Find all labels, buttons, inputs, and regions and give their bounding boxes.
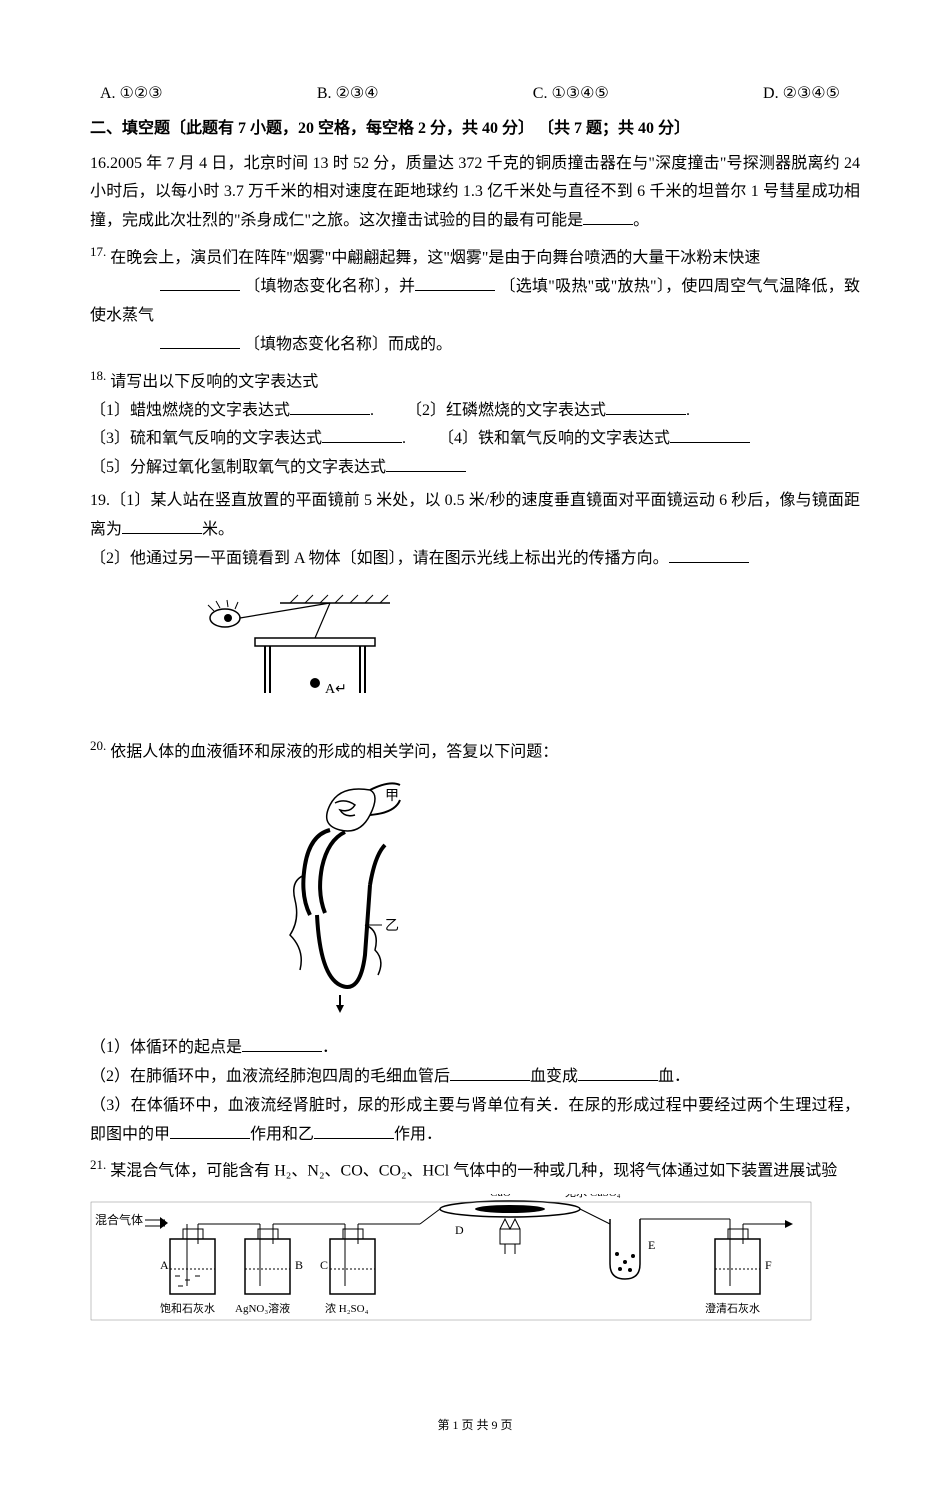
svg-text:B: B: [295, 1258, 303, 1272]
q18-blank4: [670, 426, 750, 444]
q18: 18. 请写出以下反响的文字表达式 〔1〕蜡烛燃烧的文字表达式. 〔2〕红磷燃烧…: [90, 364, 860, 484]
q17-blank3: [160, 331, 240, 349]
q17-blank2: [415, 274, 495, 292]
q20-blank3: [578, 1063, 658, 1081]
q20-num: 20.: [90, 738, 106, 753]
svg-text:混合气体: 混合气体: [95, 1212, 143, 1227]
svg-text:澄清石灰水: 澄清石灰水: [705, 1301, 760, 1315]
q18-title: 请写出以下反响的文字表达式: [110, 373, 318, 390]
q21-figure: 混合气体 A 饱和石灰水 B AgNO₃溶液 C 浓: [90, 1194, 860, 1355]
q20-blank1: [242, 1035, 322, 1053]
q20-parts: （1）体循环的起点是． （2）在肺循环中，血液流经肺泡四周的毛细血管后血变成血．…: [90, 1034, 860, 1149]
q17-blank1: [160, 274, 240, 292]
q18-p3: 〔3〕硫和氧气反响的文字表达式: [90, 430, 322, 447]
q19-figure: A↵: [90, 583, 860, 724]
option-A: A. ①②③: [100, 80, 163, 109]
q20: 20. 依据人体的血液循环和尿液的形成的相关学问，答复以下问题：: [90, 734, 860, 767]
q17-num: 17.: [90, 244, 106, 259]
q16: 16.2005 年 7 月 4 日，北京时间 13 时 52 分，质量达 372…: [90, 150, 860, 236]
page-footer: 第 1 页 共 9 页: [90, 1415, 860, 1437]
svg-text:无水 CuSO₄: 无水 CuSO₄: [565, 1194, 621, 1199]
q17-line2: 〔填物态变化名称〕，并 〔选填"吸热"或"放热"〕，使四周空气气温降低，致使水蒸…: [90, 278, 860, 324]
q21-text: 某混合气体，可能含有 H₂、N₂、CO、CO₂、HCl 气体中的一种或几种，现将…: [110, 1163, 837, 1180]
q19-blank2: [669, 545, 749, 563]
section2-header: 二、填空题〔此题有 7 小题，20 空格，每空格 2 分，共 40 分〕 〔共 …: [90, 115, 860, 144]
q18-num: 18.: [90, 368, 106, 383]
q18-p5: 〔5〕分解过氧化氢制取氧气的文字表达式: [90, 459, 386, 476]
fig-label-A: A↵: [325, 682, 347, 697]
svg-text:D: D: [455, 1223, 464, 1237]
q18-p4: 〔4〕铁和氧气反响的文字表达式: [438, 430, 670, 447]
svg-text:F: F: [765, 1258, 772, 1272]
q18-blank3: [322, 426, 402, 444]
q21-num: 21.: [90, 1157, 106, 1172]
q16-suffix: 。: [633, 212, 649, 229]
q21: 21. 某混合气体，可能含有 H₂、N₂、CO、CO₂、HCl 气体中的一种或几…: [90, 1153, 860, 1186]
q18-p1: 〔1〕蜡烛燃烧的文字表达式: [90, 402, 290, 419]
q20-blank2: [450, 1063, 530, 1081]
svg-text:甲: 甲: [385, 789, 399, 804]
svg-text:饱和石灰水: 饱和石灰水: [160, 1301, 215, 1315]
q19-blank1: [122, 516, 202, 534]
option-C: C. ①③④⑤: [533, 80, 609, 109]
q20-p2-pre: （2）在肺循环中，血液流经肺泡四周的毛细血管后: [90, 1068, 450, 1085]
q16-text: 16.2005 年 7 月 4 日，北京时间 13 时 52 分，质量达 372…: [90, 155, 860, 230]
q16-blank: [583, 208, 633, 226]
svg-text:乙: 乙: [385, 918, 399, 934]
q18-blank5: [386, 455, 466, 473]
q20-p1: （1）体循环的起点是: [90, 1039, 242, 1056]
q15-options: A. ①②③ B. ②③④ C. ①③④⑤ D. ②③④⑤: [90, 80, 860, 109]
q17-end: 〔填物态变化名称〕而成的。: [244, 336, 452, 353]
q18-p2: 〔2〕红磷燃烧的文字表达式: [406, 402, 606, 419]
svg-text:AgNO₃溶液: AgNO₃溶液: [235, 1301, 290, 1315]
option-B: B. ②③④: [317, 80, 379, 109]
svg-text:浓 H₂SO₄: 浓 H₂SO₄: [325, 1302, 369, 1315]
q18-row2: 〔3〕硫和氧气反响的文字表达式. 〔4〕铁和氧气反响的文字表达式: [90, 430, 750, 447]
q17-line3: 〔填物态变化名称〕而成的。: [90, 336, 452, 353]
q19-p2: 〔2〕他通过另一平面镜看到 A 物体〔如图〕，请在图示光线上标出光的传播方向。: [90, 550, 669, 567]
q18-blank1: [290, 397, 370, 415]
svg-text:A: A: [160, 1258, 169, 1272]
option-D: D. ②③④⑤: [763, 80, 840, 109]
q17: 17. 在晚会上，演员们在阵阵"烟雾"中翩翩起舞，这"烟雾"是由于向舞台喷洒的大…: [90, 240, 860, 360]
svg-text:CuO: CuO: [490, 1194, 511, 1199]
q20-blank5: [314, 1121, 394, 1139]
q20-title: 依据人体的血液循环和尿液的形成的相关学问，答复以下问题：: [110, 744, 558, 761]
q20-blank4: [170, 1121, 250, 1139]
q18-row1: 〔1〕蜡烛燃烧的文字表达式. 〔2〕红磷燃烧的文字表达式.: [90, 402, 690, 419]
q17-mid1: 〔填物态变化名称〕，并: [244, 278, 415, 295]
q20-figure: 甲 乙: [90, 775, 860, 1026]
svg-text:C: C: [320, 1258, 328, 1272]
svg-text:E: E: [648, 1238, 655, 1252]
q18-blank2: [606, 397, 686, 415]
q17-pre: 在晚会上，演员们在阵阵"烟雾"中翩翩起舞，这"烟雾"是由于向舞台喷洒的大量干冰粉…: [110, 249, 760, 266]
q19: 19.〔1〕某人站在竖直放置的平面镜前 5 米处，以 0.5 米/秒的速度垂直镜…: [90, 487, 860, 573]
